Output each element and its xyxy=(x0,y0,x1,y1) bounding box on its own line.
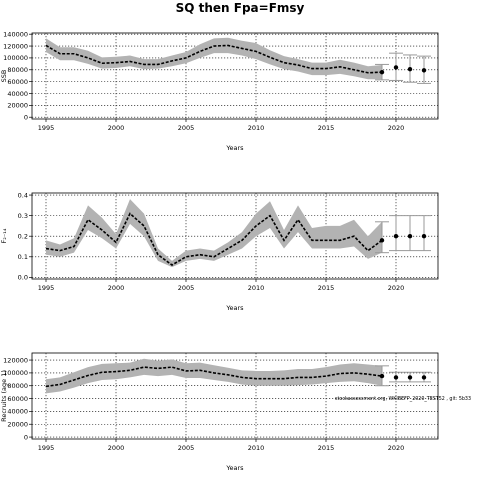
confidence-band xyxy=(46,199,382,268)
y-axis-label: SSB xyxy=(0,70,8,83)
x-axis-label: Years xyxy=(225,144,244,152)
x-tick-label: 1995 xyxy=(38,284,55,292)
y-tick-label: 60000 xyxy=(7,78,28,86)
y-tick-label: 60000 xyxy=(7,395,28,403)
forecast-point xyxy=(393,65,399,70)
x-tick-label: 2005 xyxy=(178,284,195,292)
y-tick-label: 0.1 xyxy=(18,253,28,261)
y-tick-label: 120000 xyxy=(3,356,28,364)
chart-panel-2: 1995 2000 2005 2010 2015 2020 0.0 0.1 0.2 0.3 0.4 Y… xyxy=(0,191,439,312)
estimate-line xyxy=(45,366,383,388)
y-tick-label: 0.3 xyxy=(18,212,28,220)
forecast-point xyxy=(421,234,427,239)
y-tick-label: 20000 xyxy=(7,421,28,429)
y-axis-label: Recruits (age 1) xyxy=(0,370,8,422)
forecast-point xyxy=(393,375,399,380)
y-tick-label: 120000 xyxy=(3,42,28,50)
forecast-point xyxy=(393,234,399,239)
x-tick-label: 2015 xyxy=(318,284,335,292)
y-tick-label: 0.2 xyxy=(18,233,28,241)
y-tick-label: 40000 xyxy=(7,90,28,98)
x-tick-label: 2000 xyxy=(108,124,125,132)
figure-title: SQ then Fpa=Fmsy xyxy=(176,1,305,15)
y-tick-label: 80000 xyxy=(7,66,28,74)
y-tick-label: 0.0 xyxy=(18,274,28,282)
x-tick-label: 2005 xyxy=(178,124,195,132)
confidence-band xyxy=(46,358,382,394)
forecast-point xyxy=(379,238,385,243)
y-tick-label: 100000 xyxy=(3,369,28,377)
y-tick-label: 0 xyxy=(24,114,28,122)
y-tick-label: 80000 xyxy=(7,382,28,390)
chart-panel-3: 1995 2000 2005 2010 2015 2020 0 20000 40000 60000… xyxy=(0,352,439,472)
chart-panels: 1995 2000 2005 2010 2015 20200200004000060000… xyxy=(0,30,439,472)
forecast-point xyxy=(421,375,427,380)
x-tick-label: 2020 xyxy=(388,284,405,292)
y-tick-label: 0.4 xyxy=(18,191,28,199)
forecast-point xyxy=(407,375,413,380)
y-tick-label: 100000 xyxy=(3,54,28,62)
y-tick-label: 140000 xyxy=(3,30,28,38)
plot-frame xyxy=(31,32,439,120)
y-tick-label: 0 xyxy=(24,433,28,441)
x-tick-label: 2010 xyxy=(248,124,265,132)
x-axis-label: Years xyxy=(225,304,244,312)
x-tick-label: 2000 xyxy=(108,284,125,292)
x-tick-label: 2000 xyxy=(108,444,125,452)
forecast-point xyxy=(379,69,385,75)
y-tick-label: 20000 xyxy=(7,102,28,110)
chart-panel-1: 1995 2000 2005 2010 2015 2020 0 20000 40000 60000… xyxy=(0,30,439,152)
x-tick-label: 2020 xyxy=(388,124,405,132)
x-tick-label: 1995 xyxy=(38,124,55,132)
confidence-band xyxy=(46,37,382,80)
forecast-point xyxy=(421,68,427,73)
estimate-line xyxy=(45,212,383,266)
forecast-point xyxy=(379,373,385,379)
x-tick-label: 2015 xyxy=(318,124,335,132)
x-tick-label: 1995 xyxy=(38,444,55,452)
x-tick-label: 2010 xyxy=(248,284,265,292)
forecast-point xyxy=(407,66,413,72)
estimate-line xyxy=(45,44,383,74)
x-tick-label: 2015 xyxy=(318,444,335,452)
x-tick-label: 2010 xyxy=(248,444,265,452)
y-axis-label: F₂₋₁₄ xyxy=(0,228,8,243)
forecast-point xyxy=(407,234,413,239)
x-axis-label: Years xyxy=(225,464,244,472)
x-tick-label: 2005 xyxy=(178,444,195,452)
source-note: stockassessment.org, WKIBEFP_2020_TEST52… xyxy=(335,396,471,402)
plot-frame xyxy=(31,352,439,440)
y-tick-label: 40000 xyxy=(7,408,28,416)
x-tick-label: 2020 xyxy=(388,444,405,452)
